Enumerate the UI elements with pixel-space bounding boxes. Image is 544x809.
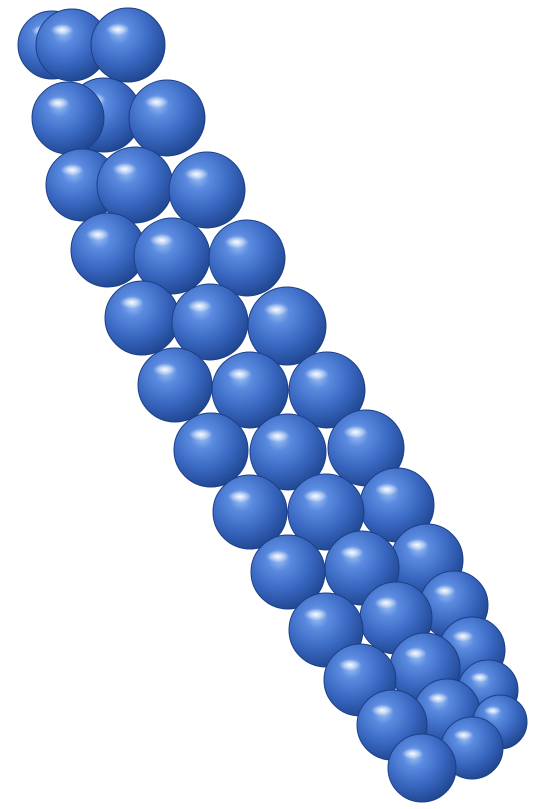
- sphere-body: [70, 212, 146, 288]
- sphere: [35, 8, 109, 82]
- sphere: [133, 217, 211, 295]
- sphere-body: [208, 219, 286, 297]
- sphere-highlight: [371, 704, 394, 716]
- sphere-body: [168, 151, 246, 229]
- sphere: [288, 351, 366, 429]
- sphere-body: [137, 347, 213, 423]
- sphere-highlight: [50, 24, 74, 36]
- sphere: [440, 716, 504, 780]
- sphere: [31, 81, 105, 155]
- sphere: [250, 534, 326, 610]
- sphere-highlight: [433, 585, 456, 597]
- sphere-highlight: [263, 303, 289, 316]
- sphere-highlight: [184, 167, 209, 181]
- sphere-highlight: [149, 233, 174, 247]
- sphere: [137, 347, 213, 423]
- sphere-highlight: [374, 597, 398, 609]
- sphere-body: [96, 146, 174, 224]
- sphere: [211, 351, 289, 429]
- sphere: [387, 733, 457, 803]
- sphere-highlight: [470, 672, 490, 683]
- sphere: [212, 474, 288, 550]
- sphere-highlight: [404, 647, 427, 659]
- sphere-highlight: [105, 23, 130, 36]
- sphere-highlight: [224, 235, 249, 249]
- sphere: [287, 473, 365, 551]
- sphere: [96, 146, 174, 224]
- sphere: [249, 413, 327, 491]
- sphere-highlight: [374, 483, 399, 496]
- sphere-body: [31, 81, 105, 155]
- sphere-highlight: [452, 630, 474, 642]
- sphere-body: [128, 79, 206, 157]
- sphere: [168, 151, 246, 229]
- sphere-highlight: [303, 489, 328, 503]
- sphere-highlight: [303, 608, 328, 621]
- sphere-highlight: [112, 162, 137, 176]
- sphere-highlight: [144, 95, 169, 109]
- sphere: [359, 467, 435, 543]
- sphere: [104, 280, 180, 356]
- sphere-body: [90, 7, 166, 83]
- sphere: [173, 412, 249, 488]
- sphere-highlight: [60, 164, 84, 176]
- sphere-body: [173, 412, 249, 488]
- sphere-body: [104, 280, 180, 356]
- sphere-highlight: [343, 425, 368, 439]
- sphere-highlight: [427, 692, 449, 704]
- sphere-highlight: [304, 367, 329, 381]
- sphere-highlight: [339, 546, 364, 559]
- sphere-highlight: [338, 659, 362, 671]
- sphere-highlight: [405, 539, 429, 551]
- sphere-highlight: [85, 228, 110, 241]
- sphere: [247, 286, 327, 366]
- sphere: [90, 7, 166, 83]
- sphere-highlight: [401, 748, 424, 760]
- sphere: [208, 219, 286, 297]
- sphere-highlight: [46, 97, 70, 109]
- sphere-group: [17, 7, 528, 803]
- sphere-highlight: [188, 428, 213, 441]
- sphere-highlight: [152, 363, 177, 376]
- sphere: [128, 79, 206, 157]
- sphere-highlight: [119, 296, 144, 309]
- sphere-highlight: [265, 550, 290, 563]
- sphere-body: [387, 733, 457, 803]
- sphere-highlight: [227, 367, 252, 381]
- sphere-highlight: [453, 730, 474, 740]
- sphere-highlight: [265, 429, 290, 443]
- sphere-highlight: [483, 706, 502, 715]
- sphere: [171, 283, 249, 361]
- sphere-highlight: [227, 490, 252, 503]
- sphere-highlight: [187, 299, 212, 313]
- sphere: [70, 212, 146, 288]
